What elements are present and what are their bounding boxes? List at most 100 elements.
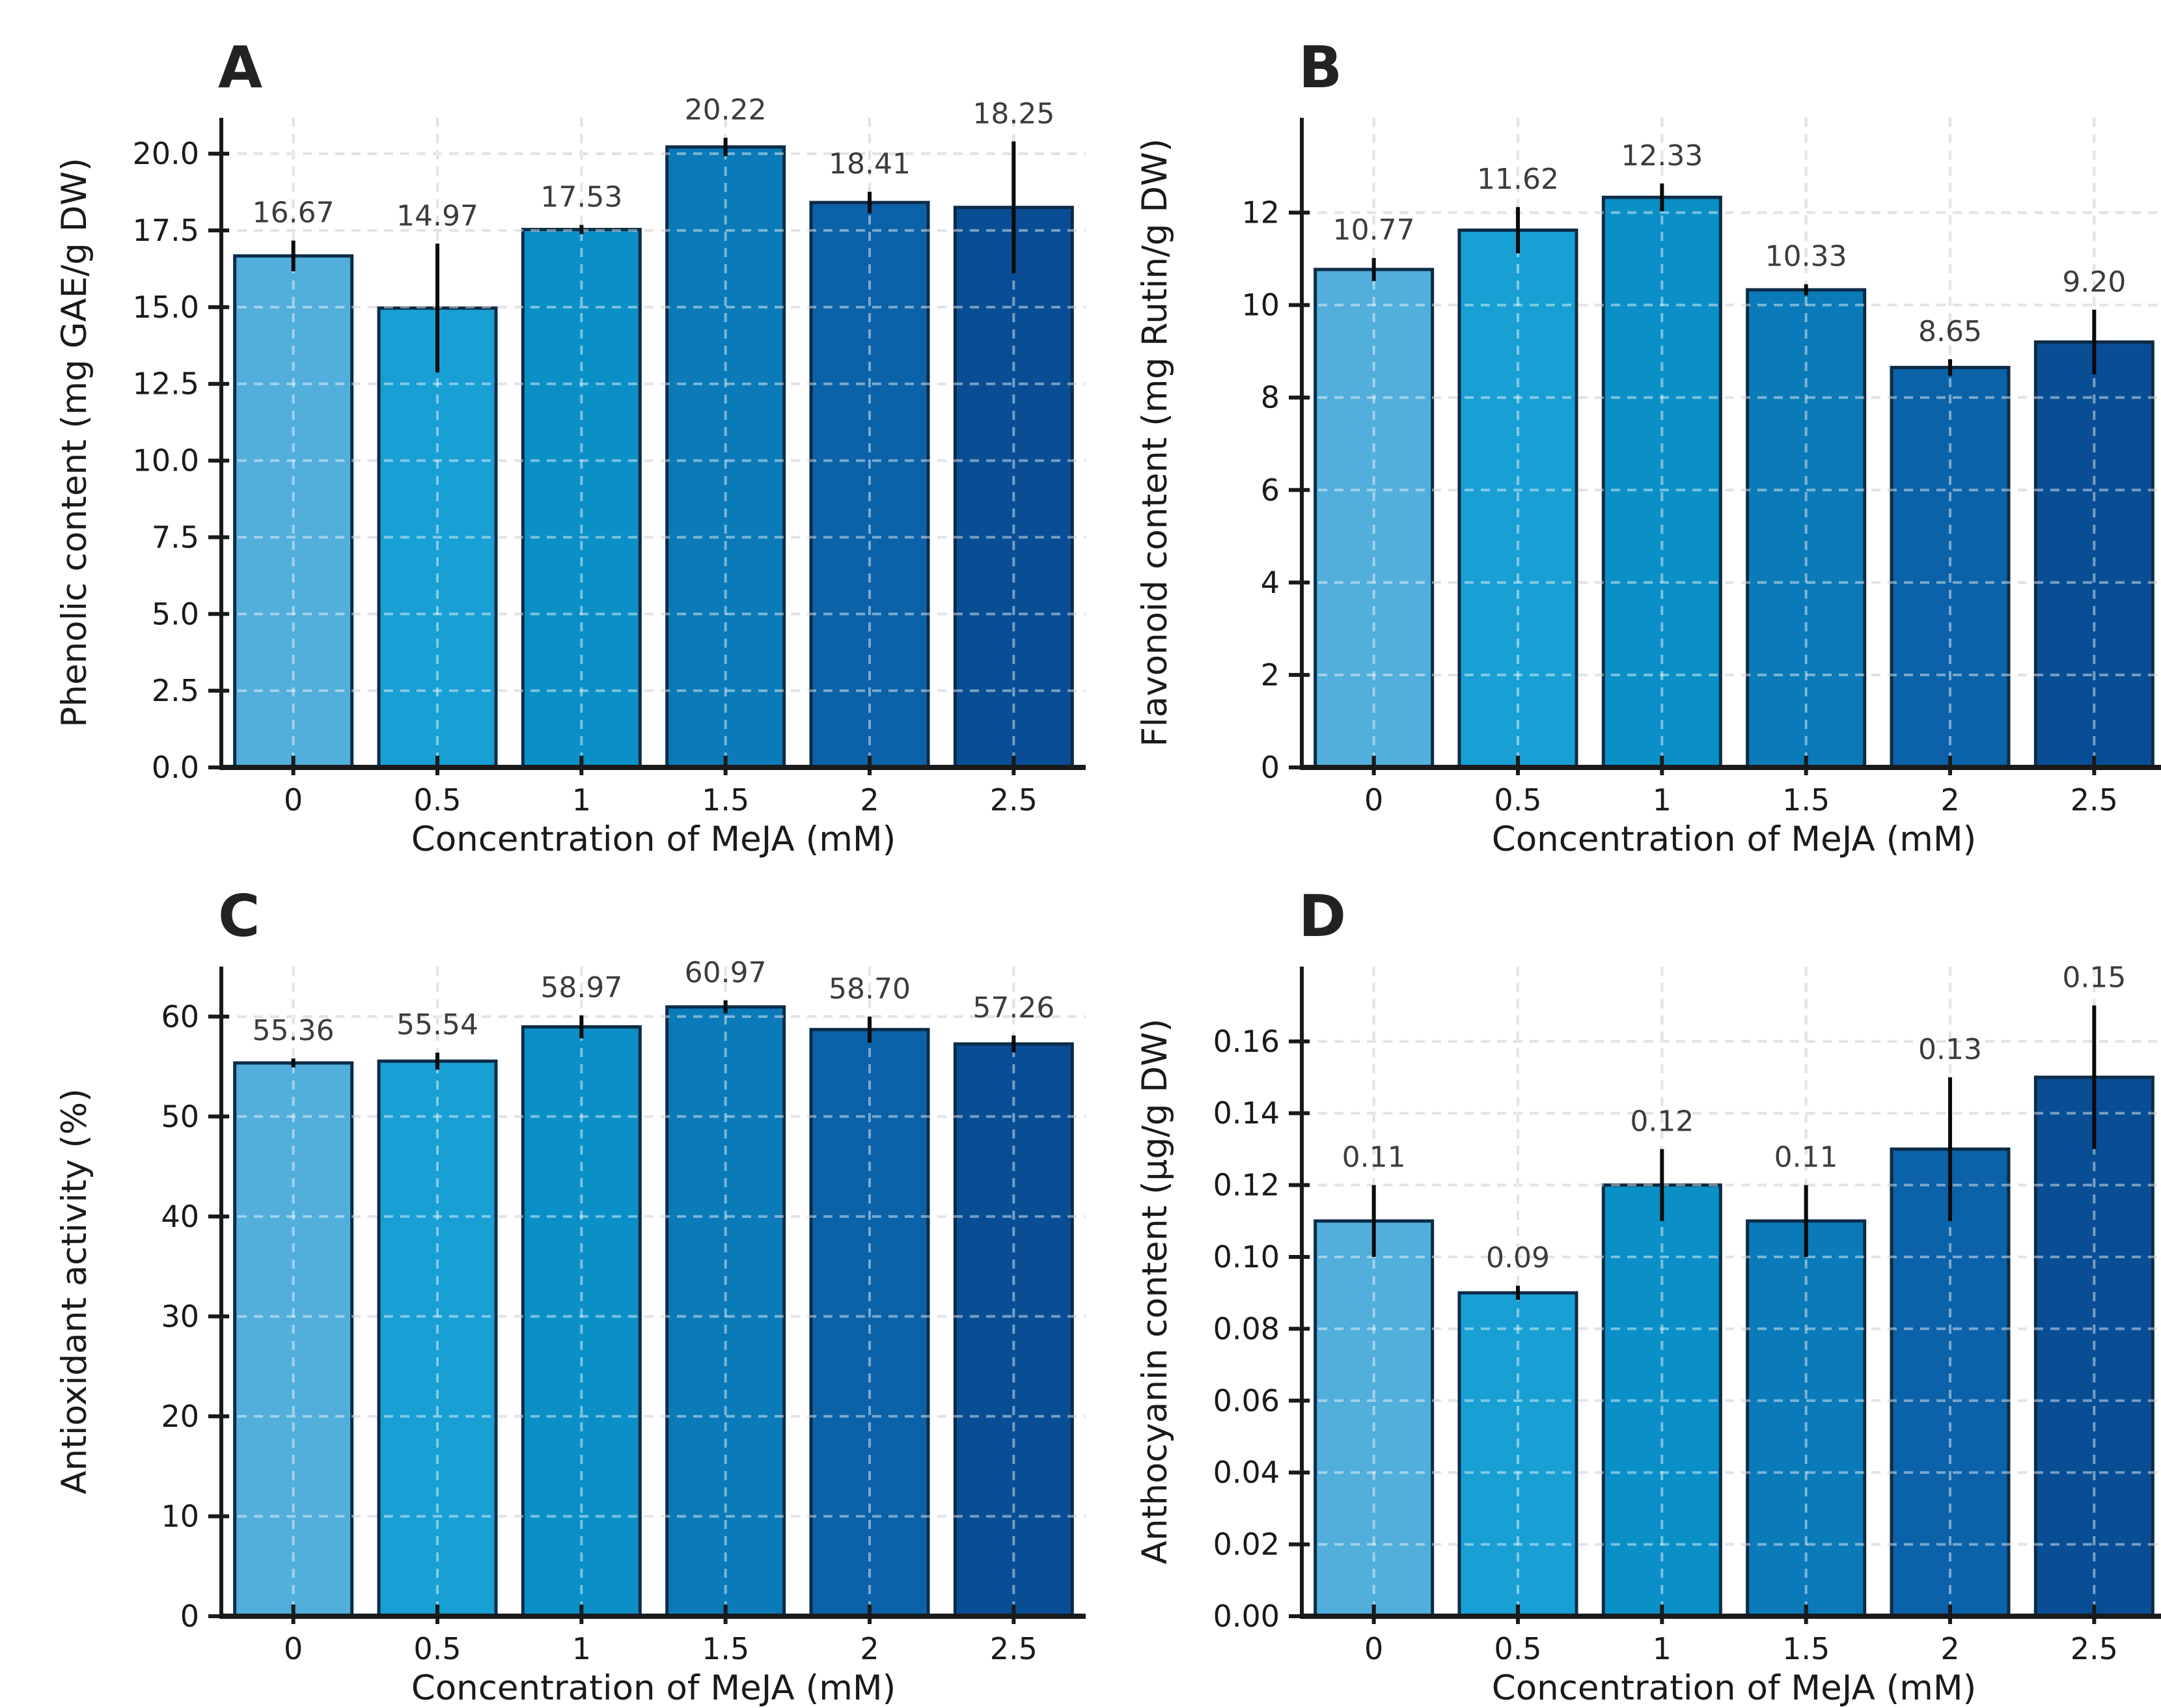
x-tick-label: 0 xyxy=(1364,1631,1383,1666)
x-axis-label: Concentration of MeJA (mM) xyxy=(1492,820,1977,859)
y-tick-label: 12.5 xyxy=(133,366,199,402)
x-tick-label: 2 xyxy=(1940,782,1959,818)
value-label-2.5: 18.25 xyxy=(972,97,1054,130)
value-label-1.5: 60.97 xyxy=(685,956,767,989)
y-tick-label: 0.14 xyxy=(1213,1095,1280,1131)
y-tick-label: 60 xyxy=(161,999,199,1034)
x-tick-label: 2.5 xyxy=(990,1631,1038,1666)
y-tick-label: 50 xyxy=(161,1099,199,1134)
bar-1.5 xyxy=(665,1005,786,1618)
panel-letter: D xyxy=(1299,883,1346,950)
y-tick-label: 0.00 xyxy=(1213,1599,1280,1634)
y-tick-label: 0.0 xyxy=(152,750,199,785)
y-tick-label: 0 xyxy=(1261,750,1280,785)
y-tick-label: 20.0 xyxy=(133,136,199,171)
bar-1 xyxy=(1601,1183,1722,1618)
value-label-2.5: 0.15 xyxy=(2062,961,2126,995)
x-axis-label: Concentration of MeJA (mM) xyxy=(1492,1668,1977,1708)
value-label-2.5: 57.26 xyxy=(972,991,1054,1025)
y-axis-label: Phenolic content (mg GAE/g DW) xyxy=(55,158,94,727)
x-tick-label: 2.5 xyxy=(2071,782,2118,818)
y-tick-label: 2 xyxy=(1261,657,1280,693)
y-tick-label: 0 xyxy=(180,1599,199,1634)
x-axis-label: Concentration of MeJA (mM) xyxy=(411,1668,896,1708)
x-tick-label: 1 xyxy=(1653,782,1672,818)
value-label-0: 16.67 xyxy=(253,197,335,230)
x-tick-label: 0 xyxy=(284,782,303,818)
value-label-0.5: 0.09 xyxy=(1486,1241,1550,1274)
bar-0.5 xyxy=(377,306,498,769)
y-tick-label: 5.0 xyxy=(152,596,199,631)
y-tick-label: 10.0 xyxy=(133,443,199,478)
y-tick-label: 0.04 xyxy=(1213,1455,1280,1490)
y-tick-label: 0.06 xyxy=(1213,1383,1280,1418)
x-tick-label: 0.5 xyxy=(1494,782,1541,818)
chart-svg-D: 0.11 0.09 0.12 0.11 0.13 0.15 0.00 0.02 0.04 0.06… xyxy=(1135,883,2161,1708)
bar-2.5 xyxy=(953,1042,1074,1618)
y-tick-label: 7.5 xyxy=(152,519,199,555)
panel-letter: C xyxy=(218,883,260,950)
value-label-1: 12.33 xyxy=(1621,139,1703,172)
x-axis-label: Concentration of MeJA (mM) xyxy=(411,820,896,859)
value-label-1: 58.97 xyxy=(540,971,622,1004)
x-tick-label: 1.5 xyxy=(702,1631,749,1666)
bar-0 xyxy=(1314,1219,1435,1618)
bar-1.5 xyxy=(1746,288,1867,769)
value-label-0: 0.11 xyxy=(1342,1141,1406,1174)
y-tick-label: 40 xyxy=(161,1199,199,1234)
y-tick-label: 10 xyxy=(1241,288,1280,323)
x-tick-label: 1.5 xyxy=(1782,782,1830,818)
y-axis-label: Anthocyanin content (µg/g DW) xyxy=(1135,1019,1175,1564)
y-tick-label: 0.08 xyxy=(1213,1311,1280,1346)
y-tick-label: 2.5 xyxy=(152,673,199,708)
value-label-0.5: 11.62 xyxy=(1477,163,1559,196)
bar-0 xyxy=(233,1061,354,1618)
chart-svg-A: 16.67 14.97 17.53 20.22 18.41 18.25 0.0 2.5 5.0 7… xyxy=(55,34,1086,859)
value-label-1.5: 0.11 xyxy=(1774,1141,1838,1174)
y-tick-label: 4 xyxy=(1261,565,1280,600)
x-tick-label: 0 xyxy=(1364,782,1383,818)
panel-antioxidant-activity: 55.36 55.54 58.97 60.97 58.70 57.26 0 10 20 30 40 5… xyxy=(26,859,1107,1708)
y-tick-label: 10 xyxy=(161,1498,199,1534)
y-tick-label: 0.12 xyxy=(1213,1168,1280,1203)
y-tick-label: 15.0 xyxy=(133,290,199,325)
y-tick-label: 12 xyxy=(1241,195,1280,230)
panel-phenolic-content: 16.67 14.97 17.53 20.22 18.41 18.25 0.0 2.5 5.0 7… xyxy=(26,10,1107,859)
value-label-2: 0.13 xyxy=(1918,1033,1982,1066)
value-label-0: 10.77 xyxy=(1333,214,1415,247)
value-label-0.5: 14.97 xyxy=(396,199,478,232)
panel-letter: A xyxy=(218,34,262,101)
x-tick-label: 0.5 xyxy=(413,1631,461,1666)
x-tick-label: 2.5 xyxy=(2071,1631,2118,1666)
value-label-2.5: 9.20 xyxy=(2062,266,2126,299)
x-tick-label: 0 xyxy=(284,1631,303,1666)
x-tick-label: 1.5 xyxy=(702,782,749,818)
bar-0.5 xyxy=(377,1059,498,1618)
x-tick-label: 1 xyxy=(1653,1631,1672,1666)
bar-1.5 xyxy=(1746,1219,1867,1618)
value-label-0.5: 55.54 xyxy=(396,1008,478,1041)
bar-2.5 xyxy=(953,206,1074,769)
y-tick-label: 30 xyxy=(161,1299,199,1334)
value-label-2: 18.41 xyxy=(829,148,911,181)
x-tick-label: 2.5 xyxy=(990,782,1038,818)
y-tick-label: 6 xyxy=(1261,473,1280,508)
y-axis-label: Antioxidant activity (%) xyxy=(55,1088,94,1494)
x-tick-label: 1 xyxy=(572,782,591,818)
x-tick-label: 2 xyxy=(1940,1631,1959,1666)
value-label-2: 58.70 xyxy=(829,972,911,1006)
value-label-2: 8.65 xyxy=(1918,315,1982,348)
x-tick-label: 1.5 xyxy=(1782,1631,1830,1666)
value-label-1.5: 10.33 xyxy=(1765,240,1847,273)
y-tick-label: 8 xyxy=(1261,380,1280,415)
panel-flavonoid-content: 10.77 11.62 12.33 10.33 8.65 9.20 0 2 4 6 8 10 12 0 0.… xyxy=(1107,10,2161,859)
bar-0 xyxy=(233,254,354,769)
y-tick-label: 0.10 xyxy=(1213,1239,1280,1274)
x-tick-label: 0.5 xyxy=(1494,1631,1541,1666)
value-label-0: 55.36 xyxy=(253,1014,335,1047)
y-tick-label: 0.02 xyxy=(1213,1527,1280,1562)
x-tick-label: 0.5 xyxy=(413,782,461,818)
